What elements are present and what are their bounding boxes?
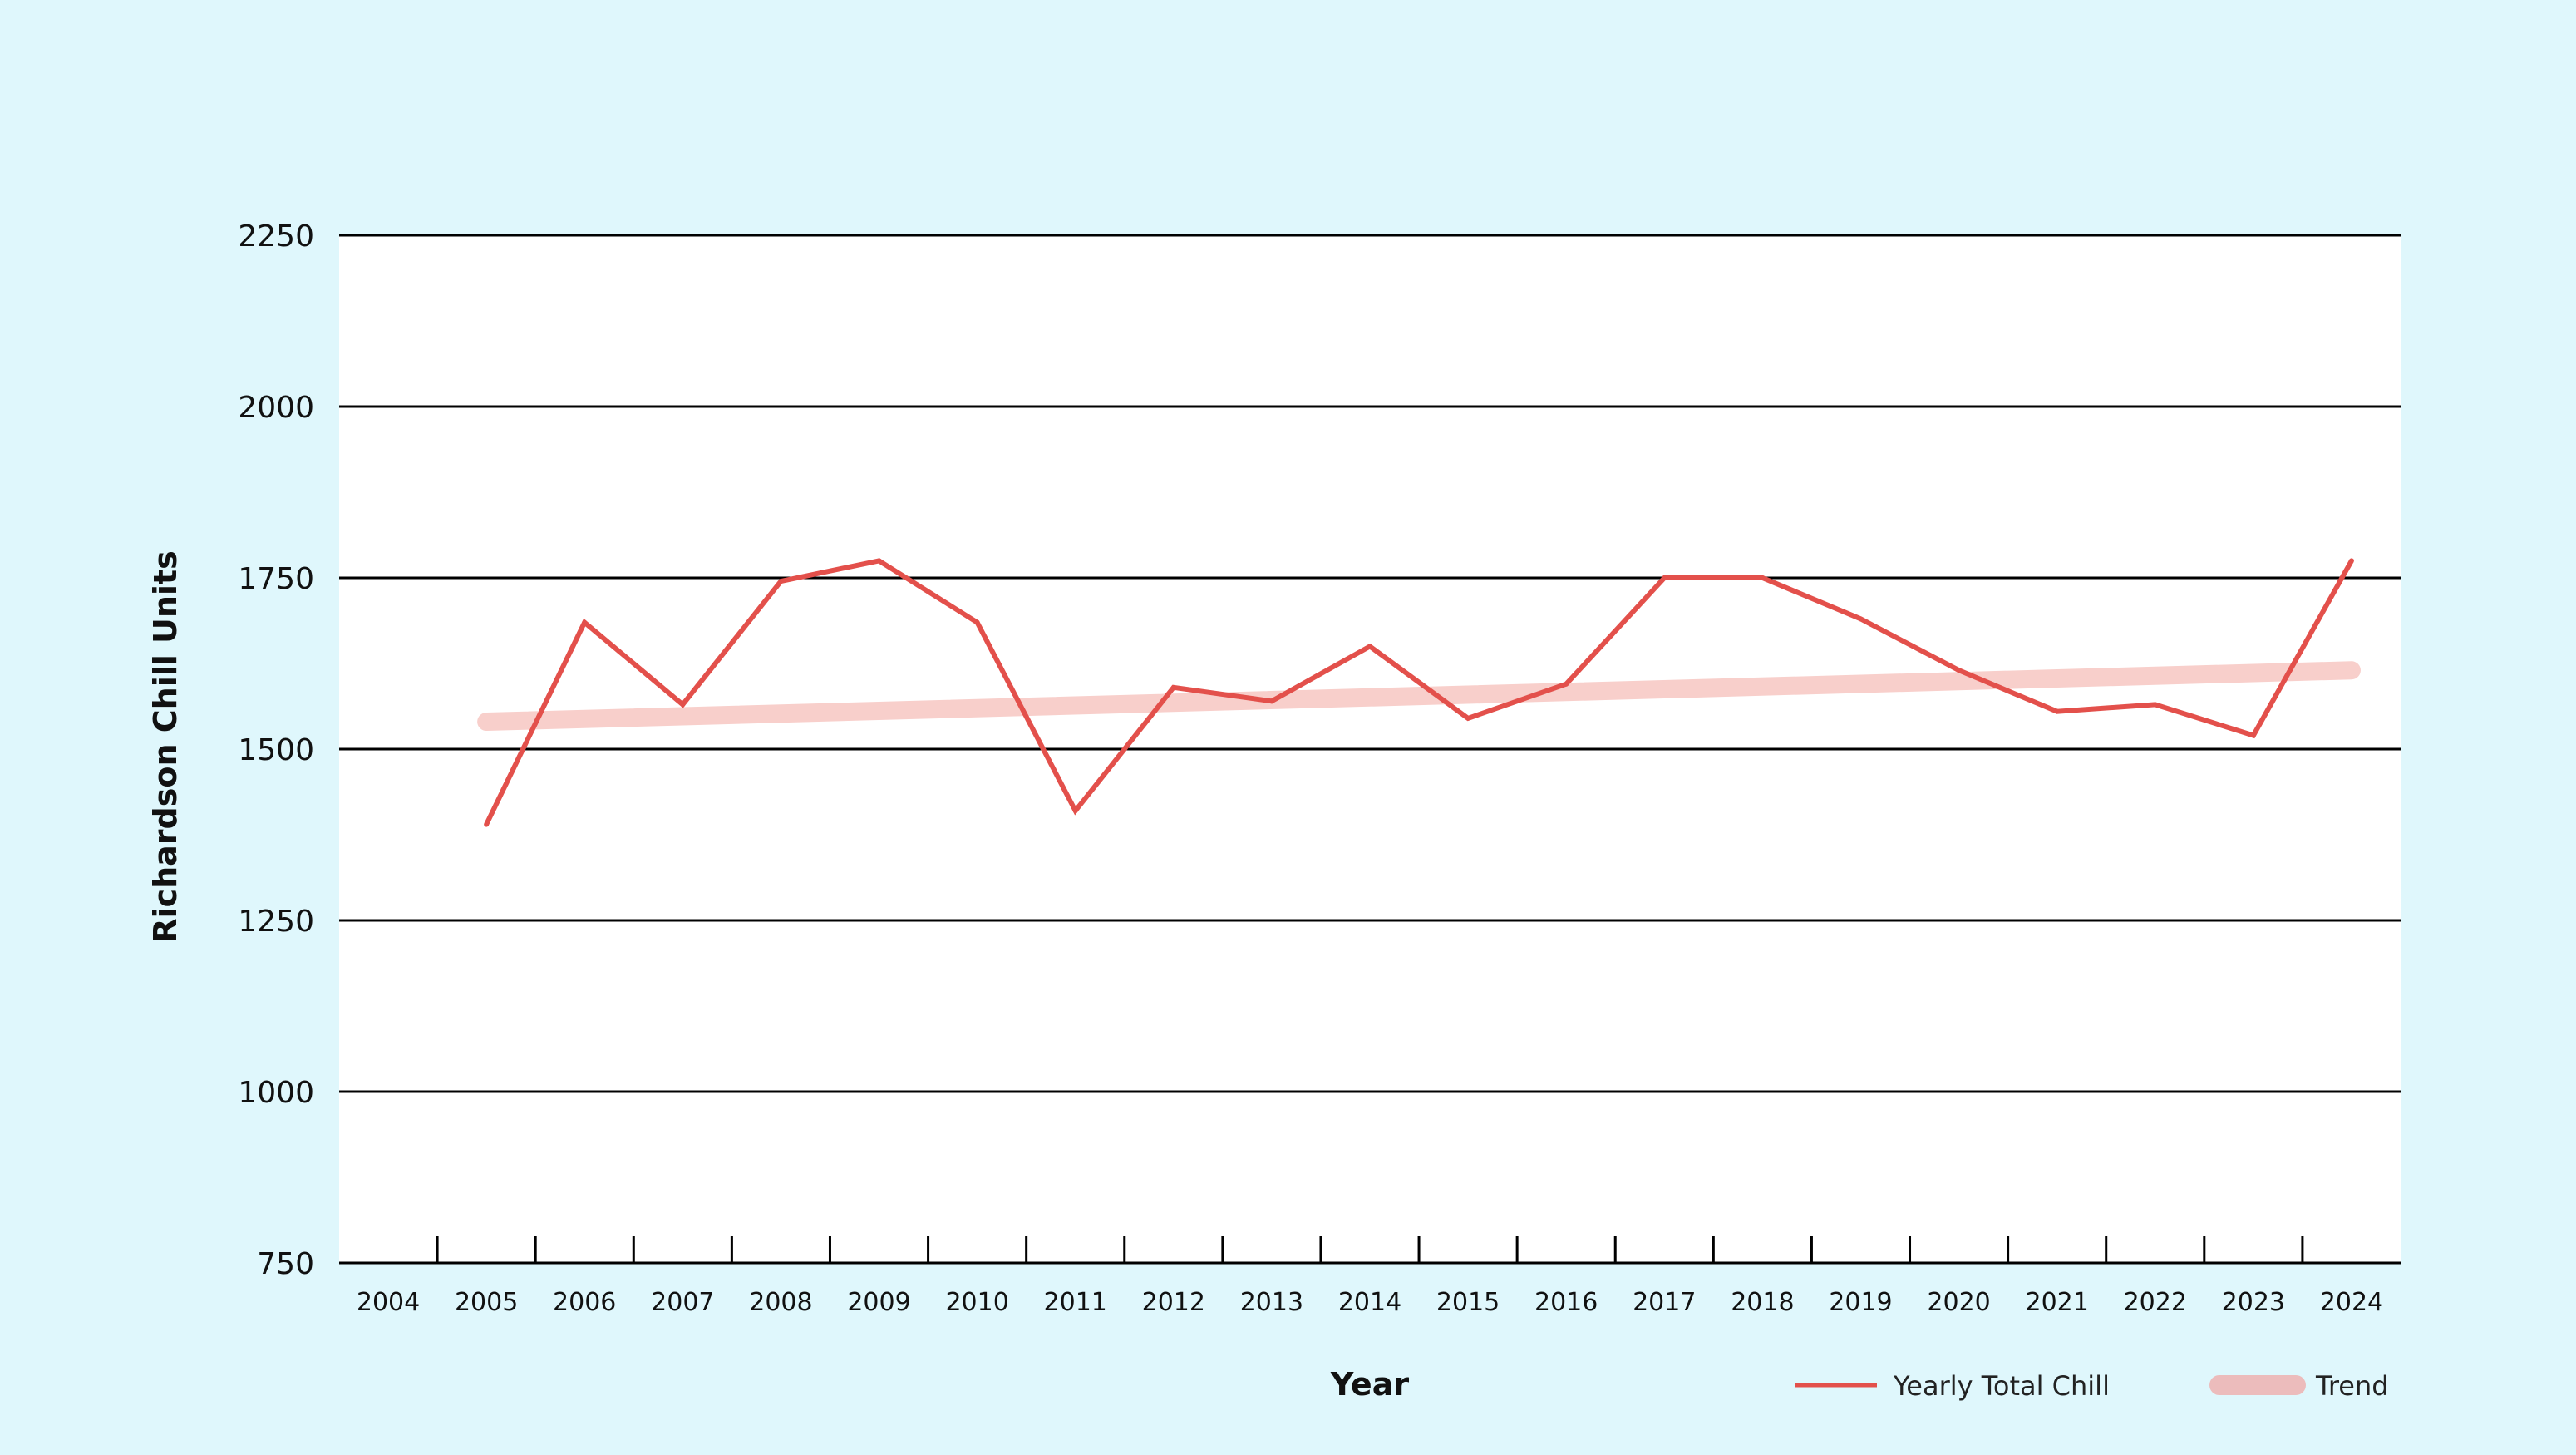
y-axis-ticks: 750 1000 1250 1500 1750 2000 2250 [238, 219, 314, 1281]
x-tick-label-2010: 2010 [945, 1288, 1008, 1317]
y-tick-label-750: 750 [257, 1247, 314, 1281]
y-tick-label-2250: 2250 [238, 219, 314, 254]
x-tick-label-2021: 2021 [2025, 1288, 2088, 1317]
legend: Yearly Total Chill Trend [1795, 1370, 2389, 1402]
y-tick-label-1750: 1750 [238, 562, 314, 596]
data-point-2013 [1268, 698, 1274, 704]
x-tick-label-2022: 2022 [2124, 1288, 2187, 1317]
x-tick-label-2005: 2005 [455, 1288, 518, 1317]
data-point-2021 [2054, 708, 2060, 714]
x-axis: 2004 2005 2006 2007 2008 2009 2010 2011 2012 2013… [357, 1236, 2383, 1317]
data-point-2009 [876, 558, 882, 564]
yearly-total-chill-line [484, 558, 2354, 826]
legend-label-trend: Trend [2315, 1370, 2389, 1402]
x-tick-label-2019: 2019 [1829, 1288, 1892, 1317]
data-point-2024 [2348, 558, 2354, 564]
data-point-2023 [2250, 732, 2256, 738]
y-tick-label-1000: 1000 [238, 1076, 314, 1110]
data-point-2010 [974, 619, 980, 625]
y-tick-label-1250: 1250 [238, 905, 314, 939]
x-tick-label-2006: 2006 [553, 1288, 616, 1317]
data-point-2014 [1367, 644, 1372, 649]
data-point-2005 [484, 821, 490, 827]
yearly-total-chill-series [484, 558, 2354, 827]
gridlines [339, 234, 2401, 1265]
x-tick-label-2012: 2012 [1142, 1288, 1205, 1317]
data-point-2018 [1760, 575, 1766, 580]
y-tick-label-2000: 2000 [238, 391, 314, 425]
data-point-2008 [778, 579, 784, 584]
x-tick-label-2008: 2008 [749, 1288, 812, 1317]
x-tick-label-2009: 2009 [847, 1288, 910, 1317]
data-point-2017 [1662, 575, 1667, 580]
data-point-2007 [680, 702, 686, 708]
data-point-2020 [1956, 668, 1962, 673]
x-tick-label-2020: 2020 [1927, 1288, 1990, 1317]
x-tick-label-2024: 2024 [2320, 1288, 2383, 1317]
x-tick-label-2018: 2018 [1731, 1288, 1794, 1317]
trend-line [477, 661, 2361, 732]
x-tick-label-2011: 2011 [1044, 1288, 1107, 1317]
x-axis-title: Year [1330, 1366, 1409, 1403]
data-point-2006 [582, 619, 588, 625]
trend-series [477, 661, 2361, 732]
data-point-2016 [1564, 681, 1569, 687]
data-point-2019 [1858, 616, 1864, 622]
x-tick-label-2017: 2017 [1633, 1288, 1696, 1317]
y-axis-title: Richardson Chill Units [147, 550, 184, 942]
x-tick-label-2015: 2015 [1436, 1288, 1500, 1317]
data-point-2022 [2152, 702, 2158, 708]
data-point-2012 [1170, 684, 1176, 690]
x-tick-label-2004: 2004 [357, 1288, 420, 1317]
x-tick-label-2023: 2023 [2222, 1288, 2285, 1317]
x-tick-label-2013: 2013 [1240, 1288, 1303, 1317]
x-tick-label-2016: 2016 [1534, 1288, 1598, 1317]
x-tick-label-2014: 2014 [1338, 1288, 1401, 1317]
y-tick-label-1500: 1500 [238, 733, 314, 767]
data-point-2015 [1465, 715, 1471, 721]
x-tick-label-2007: 2007 [651, 1288, 714, 1317]
legend-label-yearly-total-chill: Yearly Total Chill [1893, 1370, 2110, 1402]
data-point-2011 [1072, 808, 1078, 814]
